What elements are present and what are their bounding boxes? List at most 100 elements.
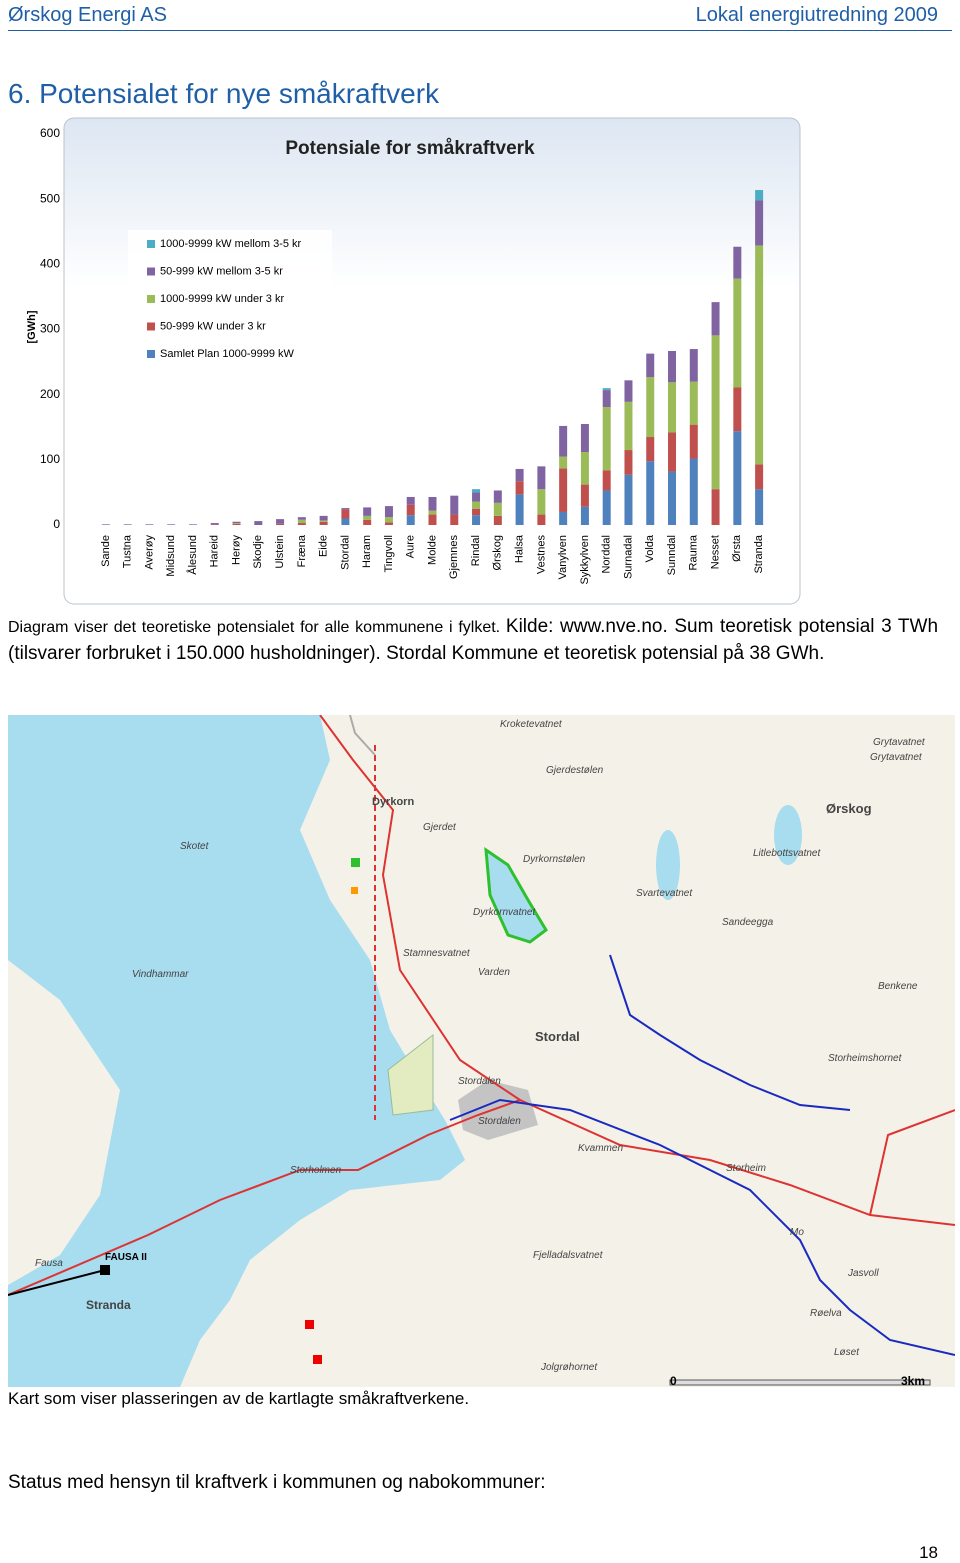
x-tick-label: Midsund [165,535,177,577]
y-tick-label: 500 [40,191,60,205]
bar-segment [755,245,764,465]
bar-segment [341,508,350,510]
y-tick-label: 0 [53,517,60,531]
bar-segment [276,519,285,524]
plant [313,1355,322,1364]
y-tick-label: 300 [40,322,60,336]
bar-segment [559,511,568,525]
map-label: Løset [834,1347,860,1358]
bar-segment [602,390,611,408]
scale-label: 3km [901,1374,925,1387]
bar-segment [145,524,154,525]
bar-segment [493,502,502,516]
bar-segment [733,246,742,279]
x-tick-label: Haram [361,535,373,568]
header-left: Ørskog Energi AS [8,4,167,26]
bar-segment [384,506,393,518]
map-label: Dyrkornvatnet [473,907,536,918]
map-label: Benkene [878,981,918,992]
bar-segment [210,523,219,525]
bar-segment [733,387,742,432]
bar-segment [254,521,263,525]
plant [351,887,358,894]
map-label: FAUSA II [105,1252,147,1263]
x-tick-label: Stordal [339,535,351,570]
bar-segment [668,471,677,525]
legend-swatch [147,295,155,303]
bar-segment [450,514,459,525]
bar-segment [101,524,110,525]
x-tick-label: Volda [644,534,656,562]
road [869,1109,955,1216]
bar-segment [537,514,546,525]
bar-segment [297,519,306,524]
map-label: Stordalen [458,1076,501,1087]
map-label: Sandeegga [722,917,774,928]
bar-segment [624,474,633,525]
bar-segment [319,521,328,525]
river [449,1098,955,1356]
bar-segment [406,515,415,525]
map-label: Stordalen [478,1116,521,1127]
bar-segment [689,458,698,525]
legend-label: 50-999 kW mellom 3-5 kr [160,265,283,277]
x-tick-label: Sykkylven [579,535,591,585]
x-tick-label: Sande [100,535,112,567]
y-tick-label: 600 [40,126,60,140]
river [609,954,851,1111]
bar-segment [559,468,568,512]
y-tick-label: 100 [40,452,60,466]
header-rule [8,30,952,31]
bar-segment [515,481,524,495]
bar-segment [363,507,372,516]
bar-segment [188,524,197,525]
bar-segment [472,492,481,502]
bar-segment [363,519,372,525]
map-label: Ørskog [826,801,872,816]
bar-segment [689,424,698,459]
bar-segment [384,522,393,525]
legend-box [128,230,332,368]
bar-segment [580,484,589,507]
legend-label: Samlet Plan 1000-9999 kW [160,348,295,360]
x-tick-label: Surnadal [622,535,634,579]
bar-segment [602,470,611,491]
map-label: Varden [478,967,510,978]
area [387,1033,434,1116]
bar-segment [646,437,655,462]
bar-segment [580,506,589,525]
bar-segment [646,461,655,525]
bar-segment [755,489,764,525]
map-label: Røelva [810,1308,842,1319]
page-number: 18 [919,1543,938,1562]
bar-segment [711,489,720,525]
x-tick-label: Norddal [601,535,613,574]
x-tick-label: Skodje [252,535,264,569]
paragraph-text: Diagram viser det teoretiske potensialet… [8,619,501,636]
bar-segment [493,490,502,503]
map-label: Dyrkorn [372,796,414,808]
x-tick-label: Hareid [209,535,221,567]
bar-segment [428,496,437,511]
x-tick-label: Vestnes [535,535,547,575]
map-label: Jasvoll [847,1268,879,1279]
bar-segment [297,517,306,520]
map-caption: Kart som viser plasseringen av de kartla… [8,1389,470,1408]
legend-label: 50-999 kW under 3 kr [160,320,266,332]
map-label: Storheimshornet [828,1053,903,1064]
bar-segment [668,432,677,472]
scale-bar [669,1379,931,1386]
x-tick-label: Fræna [296,534,308,567]
map-label: Kvammen [578,1143,623,1154]
legend-swatch [147,240,155,248]
x-tick-label: Averøy [143,535,155,570]
bar-segment [472,515,481,525]
bar-segment [668,351,677,383]
legend-swatch [147,267,155,276]
bar-segment [537,466,546,490]
x-tick-label: Stranda [753,534,765,573]
plant [100,1265,110,1275]
map-label: Grytavatnet [873,737,926,748]
bar-segment [232,523,241,525]
x-tick-label: Rindal [470,535,482,566]
